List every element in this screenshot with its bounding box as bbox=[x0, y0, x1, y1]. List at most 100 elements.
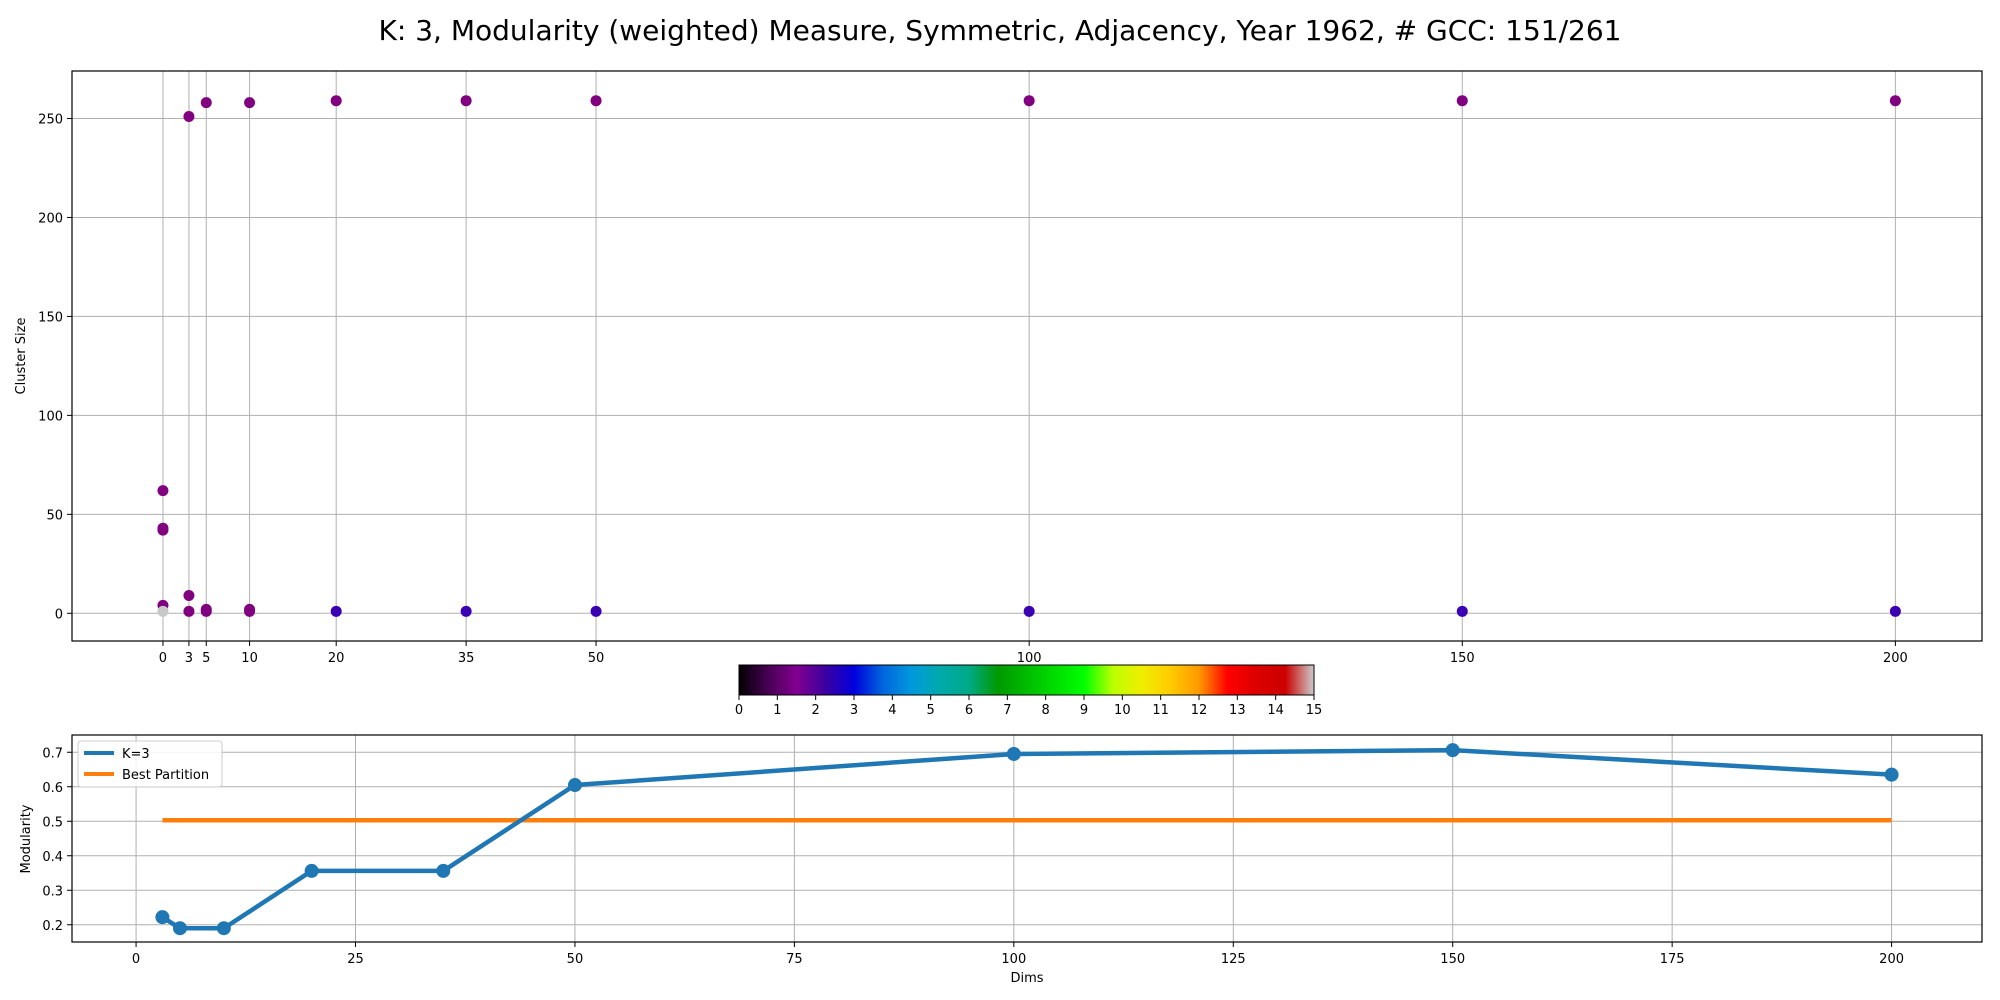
cluster-point bbox=[244, 97, 256, 109]
colorbar: 0 1 2 3 4 5 6 7 8 9 10 11 12 13 14 15 bbox=[735, 664, 1322, 718]
cluster-point bbox=[590, 95, 602, 107]
colorbar-tick-label: 10 bbox=[1114, 703, 1131, 718]
bottom-y-tick-label: 0.2 bbox=[42, 919, 63, 934]
k3-marker bbox=[436, 863, 451, 878]
colorbar-tick-label: 2 bbox=[812, 703, 820, 718]
top-x-tick-label: 50 bbox=[588, 651, 605, 666]
top-x-tick-label: 200 bbox=[1883, 651, 1908, 666]
top-x-tick-label: 35 bbox=[458, 651, 475, 666]
cluster-size-plot: 0 3 5 10 20 35 50 100 150 200 0 50 100 150 200 250 Clus… bbox=[14, 70, 1983, 667]
top-x-tick-label: 5 bbox=[202, 651, 210, 666]
colorbar-ticks: 0 1 2 3 4 5 6 7 8 9 10 11 12 13 14 15 bbox=[735, 695, 1322, 718]
cluster-point bbox=[1023, 605, 1035, 617]
cluster-point bbox=[157, 605, 169, 617]
legend-label-best-partition: Best Partition bbox=[122, 768, 209, 783]
top-x-tick-label: 10 bbox=[241, 651, 258, 666]
legend: K=3 Best Partition bbox=[77, 740, 223, 788]
k3-marker bbox=[1445, 743, 1460, 758]
colorbar-tick-label: 14 bbox=[1267, 703, 1284, 718]
cluster-point bbox=[1456, 95, 1468, 107]
top-points bbox=[157, 95, 1901, 617]
top-y-tick-label: 50 bbox=[46, 508, 63, 523]
bottom-y-axis-label: Modularity bbox=[19, 804, 34, 873]
legend-label-k3: K=3 bbox=[122, 747, 150, 762]
cluster-point bbox=[1456, 605, 1468, 617]
modularity-plot: 0 25 50 75 100 125 150 175 200 0.2 0.3 0.4 0.5 0.6 0.7… bbox=[19, 734, 1983, 986]
bottom-y-tick-label: 0.6 bbox=[42, 781, 63, 796]
colorbar-tick-label: 11 bbox=[1152, 703, 1169, 718]
colorbar-tick-label: 7 bbox=[1003, 703, 1011, 718]
top-x-tick-label: 100 bbox=[1017, 651, 1042, 666]
top-y-tick-label: 150 bbox=[38, 310, 63, 325]
top-plot-frame bbox=[71, 70, 1983, 642]
bottom-plot-frame bbox=[71, 734, 1983, 943]
top-y-tick-label: 100 bbox=[38, 409, 63, 424]
top-x-tick-label: 0 bbox=[159, 651, 167, 666]
top-x-tick-label: 20 bbox=[328, 651, 345, 666]
top-y-tick-label: 0 bbox=[55, 607, 63, 622]
bottom-x-tick-label: 0 bbox=[132, 952, 140, 967]
colorbar-tick-label: 3 bbox=[850, 703, 858, 718]
k3-marker bbox=[304, 863, 319, 878]
k3-marker bbox=[1884, 767, 1899, 782]
bottom-x-tick-label: 200 bbox=[1879, 952, 1904, 967]
top-y-tick-label: 200 bbox=[38, 211, 63, 226]
bottom-x-tick-label: 50 bbox=[567, 952, 584, 967]
k3-line bbox=[161, 747, 1892, 931]
bottom-y-tick-label: 0.3 bbox=[42, 884, 63, 899]
cluster-point bbox=[330, 95, 342, 107]
cluster-point bbox=[330, 605, 342, 617]
cluster-point bbox=[200, 97, 212, 109]
colorbar-tick-label: 4 bbox=[888, 703, 896, 718]
cluster-point bbox=[183, 111, 195, 123]
cluster-point bbox=[1889, 605, 1901, 617]
k3-marker bbox=[567, 778, 582, 793]
colorbar-tick-label: 15 bbox=[1306, 703, 1323, 718]
top-x-tick-label: 150 bbox=[1450, 651, 1475, 666]
cluster-point bbox=[460, 95, 472, 107]
bottom-x-tick-label: 175 bbox=[1660, 952, 1685, 967]
colorbar-tick-label: 0 bbox=[735, 703, 743, 718]
bottom-x-tick-label: 100 bbox=[1001, 952, 1026, 967]
top-x-tick-label: 3 bbox=[185, 651, 193, 666]
colorbar-tick-label: 12 bbox=[1191, 703, 1208, 718]
k3-marker bbox=[155, 910, 170, 925]
cluster-point bbox=[183, 589, 195, 601]
colorbar-tick-label: 8 bbox=[1042, 703, 1050, 718]
k3-marker bbox=[172, 921, 187, 936]
cluster-point bbox=[590, 605, 602, 617]
chart-title: K: 3, Modularity (weighted) Measure, Sym… bbox=[378, 14, 1622, 47]
cluster-point bbox=[1889, 95, 1901, 107]
k3-marker bbox=[216, 921, 231, 936]
cluster-point bbox=[157, 524, 169, 536]
cluster-point bbox=[157, 485, 169, 497]
cluster-point bbox=[244, 605, 256, 617]
colorbar-tick-label: 6 bbox=[965, 703, 973, 718]
bottom-y-tick-label: 0.7 bbox=[42, 746, 63, 761]
k3-marker bbox=[1006, 746, 1021, 761]
cluster-point bbox=[1023, 95, 1035, 107]
top-grid bbox=[72, 71, 1982, 641]
bottom-grid bbox=[72, 735, 1982, 942]
top-y-axis-label: Cluster Size bbox=[14, 318, 29, 395]
bottom-y-tick-label: 0.5 bbox=[42, 815, 63, 830]
bottom-ticks: 0 25 50 75 100 125 150 175 200 0.2 0.3 0.4 0.5 0.6 0.7 bbox=[42, 746, 1904, 967]
bottom-x-tick-label: 75 bbox=[786, 952, 803, 967]
colorbar-gradient bbox=[738, 664, 1315, 696]
bottom-series bbox=[155, 743, 1899, 936]
top-y-tick-label: 250 bbox=[38, 113, 63, 128]
bottom-x-tick-label: 125 bbox=[1221, 952, 1246, 967]
top-ticks: 0 3 5 10 20 35 50 100 150 200 0 50 100 150 200 250 bbox=[38, 113, 1908, 667]
cluster-point bbox=[200, 605, 212, 617]
cluster-point bbox=[460, 605, 472, 617]
colorbar-tick-label: 9 bbox=[1080, 703, 1088, 718]
bottom-x-axis-label: Dims bbox=[1010, 971, 1043, 986]
cluster-point bbox=[183, 605, 195, 617]
bottom-x-tick-label: 150 bbox=[1440, 952, 1465, 967]
colorbar-tick-label: 1 bbox=[773, 703, 781, 718]
colorbar-tick-label: 5 bbox=[927, 703, 935, 718]
bottom-y-tick-label: 0.4 bbox=[42, 850, 63, 865]
bottom-x-tick-label: 25 bbox=[347, 952, 364, 967]
colorbar-tick-label: 13 bbox=[1229, 703, 1246, 718]
